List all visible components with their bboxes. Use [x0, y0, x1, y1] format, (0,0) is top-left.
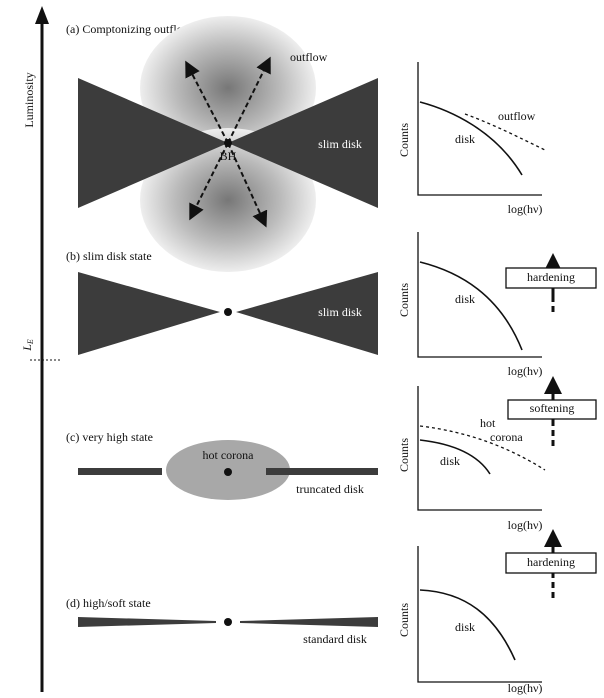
label: BH: [220, 149, 237, 163]
label: hot corona: [203, 448, 255, 462]
x-label: log(hν): [508, 202, 543, 216]
transition: hardening: [506, 538, 596, 598]
transition: hardening: [506, 262, 596, 312]
x-label: log(hν): [508, 518, 543, 532]
panel-title: (d) high/soft state: [66, 596, 151, 610]
transition-label: softening: [530, 401, 575, 415]
x-label: log(hν): [508, 364, 543, 378]
curve-label: corona: [490, 430, 523, 444]
marker-sub: E: [26, 339, 35, 345]
panel-a: (a) Comptonizing outflow state (new stat…: [66, 16, 545, 272]
curve-label: disk: [455, 292, 475, 306]
eddington-label: LE: [20, 339, 35, 352]
panel-b: (b) slim disk state slim disk Counts log…: [66, 232, 542, 378]
y-label: Counts: [397, 283, 411, 317]
panel-title: (c) very high state: [66, 430, 153, 444]
curve-label: disk: [455, 132, 475, 146]
y-label: Counts: [397, 123, 411, 157]
axis-label: Luminosity: [22, 72, 36, 127]
curve-label: disk: [440, 454, 460, 468]
label: slim disk: [318, 137, 362, 151]
y-label: Counts: [397, 438, 411, 472]
curve-label: disk: [455, 620, 475, 634]
panel-title: (b) slim disk state: [66, 249, 152, 263]
label: slim disk: [318, 305, 362, 319]
label: outflow: [290, 50, 328, 64]
x-label: log(hν): [508, 681, 543, 695]
label: truncated disk: [296, 482, 364, 496]
transition-label: hardening: [527, 555, 575, 569]
panel-c: (c) very high state hot corona truncated…: [66, 386, 545, 532]
luminosity-axis: Luminosity LE: [20, 6, 62, 692]
y-label: Counts: [397, 603, 411, 637]
panel-d: (d) high/soft state standard disk Counts…: [66, 546, 542, 695]
label: standard disk: [303, 632, 367, 646]
transition-label: hardening: [527, 270, 575, 284]
curve-label: outflow: [498, 109, 536, 123]
diagram: Luminosity LE (a) Comptonizing outflow s…: [0, 0, 604, 698]
curve-label: hot: [480, 416, 496, 430]
